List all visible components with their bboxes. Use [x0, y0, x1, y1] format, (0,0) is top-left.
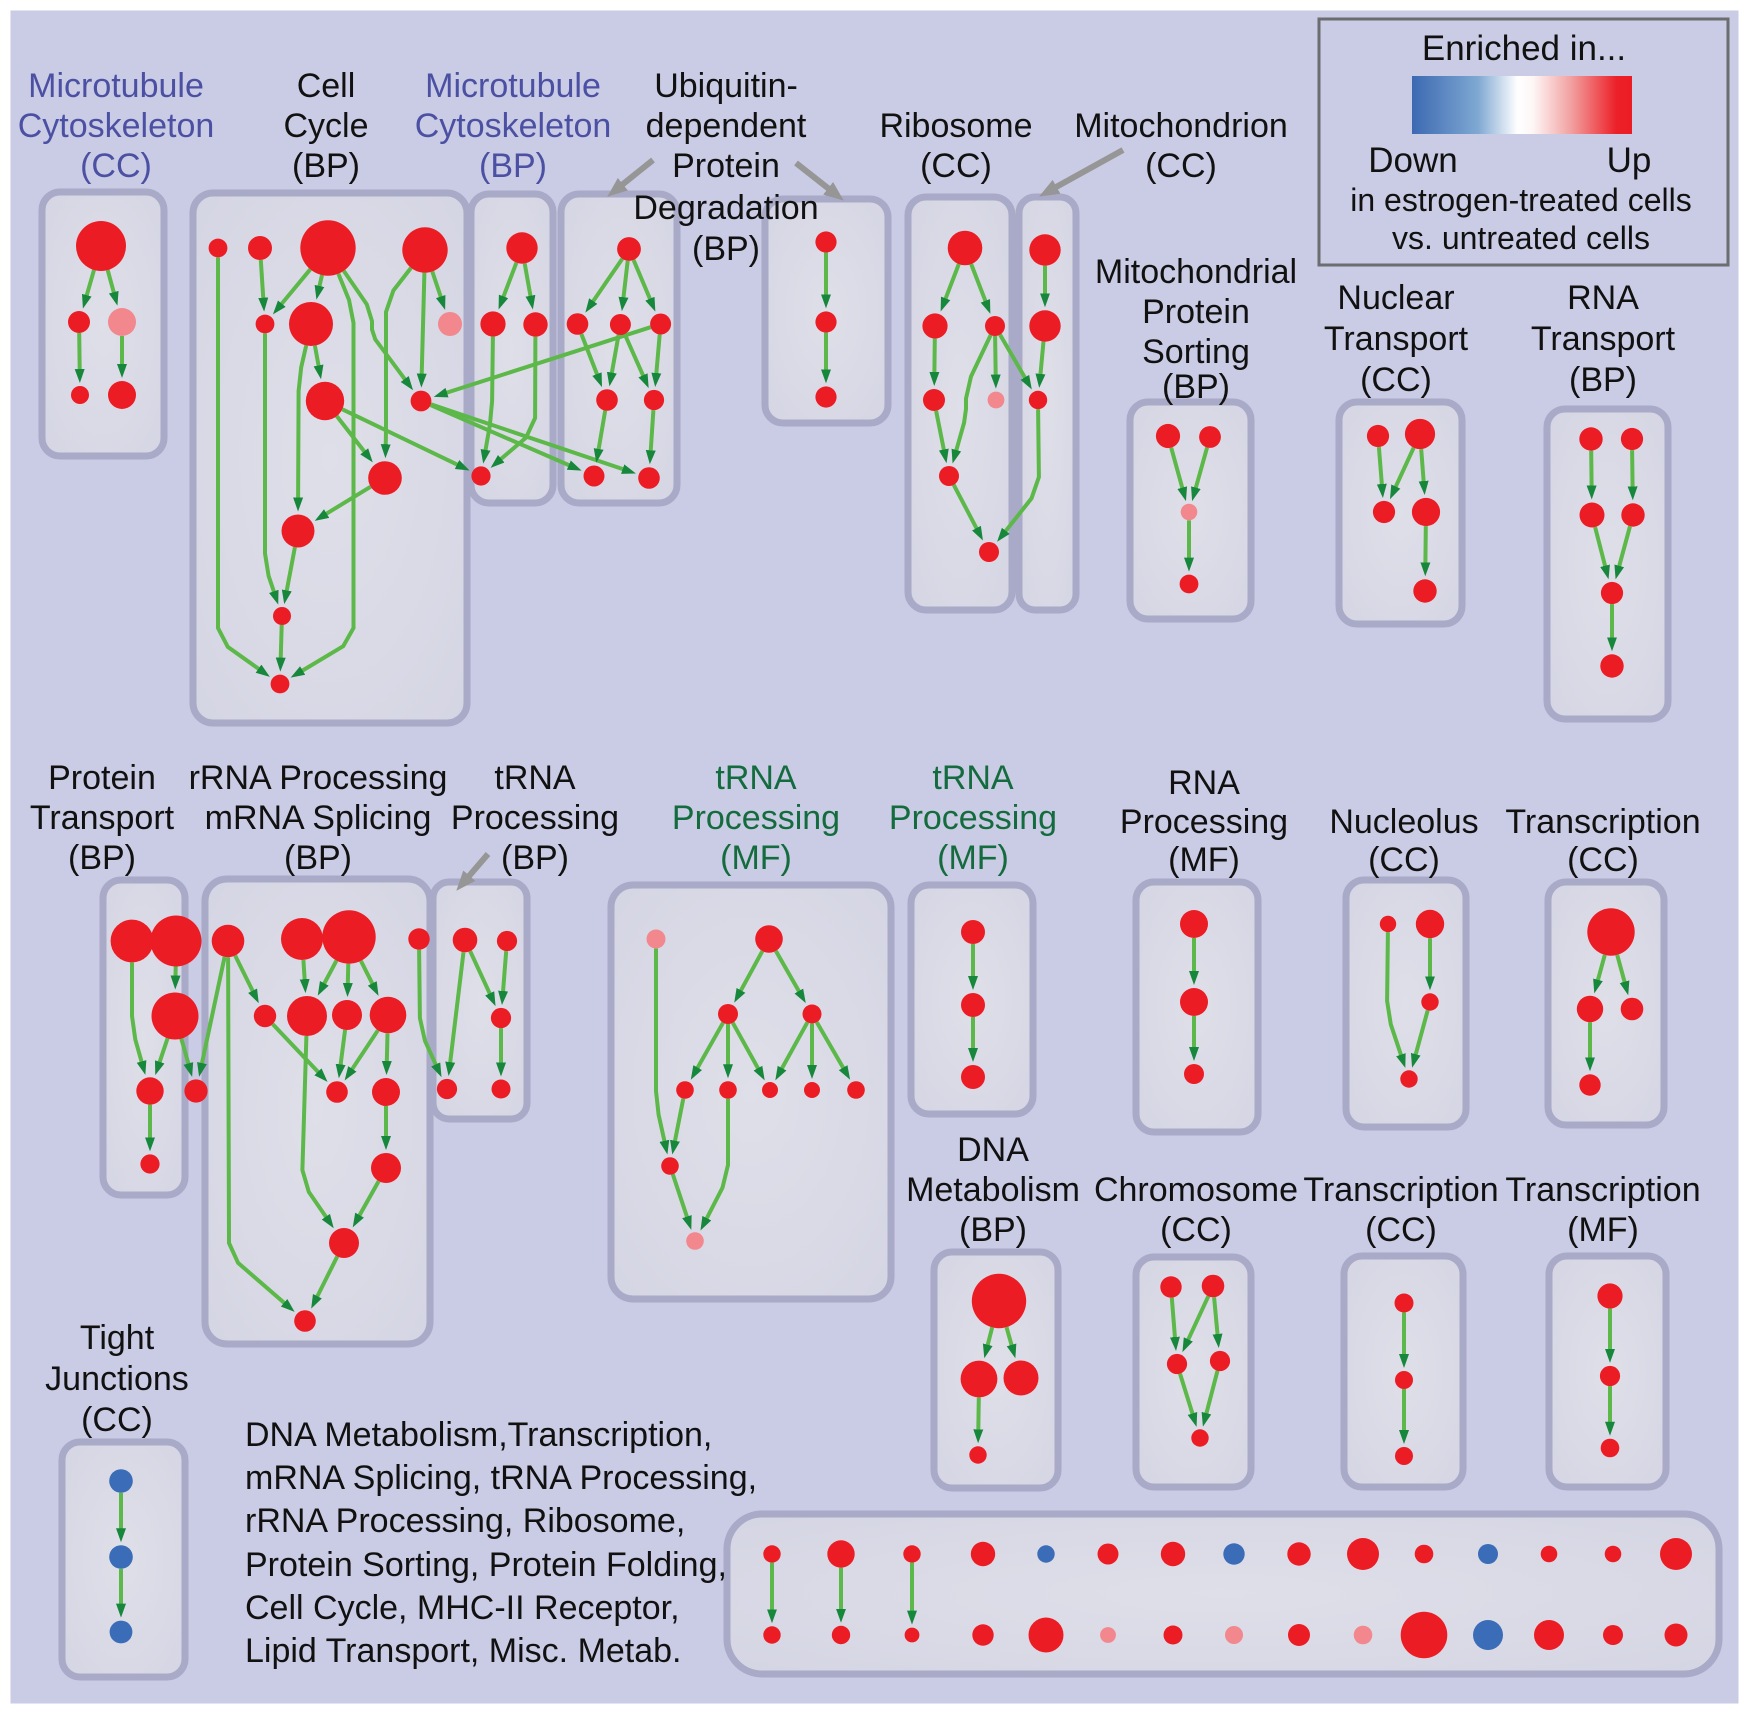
svg-text:Transcription(MF): Transcription (MF): [1505, 1171, 1700, 1249]
svg-text:in estrogen-treated cells: in estrogen-treated cells: [1350, 182, 1692, 218]
svg-text:Transcription(CC): Transcription (CC): [1303, 1171, 1498, 1249]
svg-text:Chromosome(CC): Chromosome (CC): [1094, 1171, 1298, 1249]
svg-text:Mitochondrion(CC): Mitochondrion (CC): [1074, 107, 1288, 185]
svg-text:Transcription(CC): Transcription (CC): [1505, 803, 1700, 879]
svg-text:Up: Up: [1607, 141, 1652, 180]
svg-text:Enriched in...: Enriched in...: [1422, 29, 1626, 68]
svg-text:DNA Metabolism,Transcription,m: DNA Metabolism,Transcription, mRNA Splici…: [245, 1416, 757, 1670]
svg-text:vs. untreated cells: vs. untreated cells: [1392, 220, 1650, 256]
svg-text:Down: Down: [1368, 141, 1457, 180]
svg-text:Ribosome(CC): Ribosome (CC): [879, 107, 1032, 185]
svg-text:Nucleolus(CC): Nucleolus (CC): [1329, 803, 1478, 879]
